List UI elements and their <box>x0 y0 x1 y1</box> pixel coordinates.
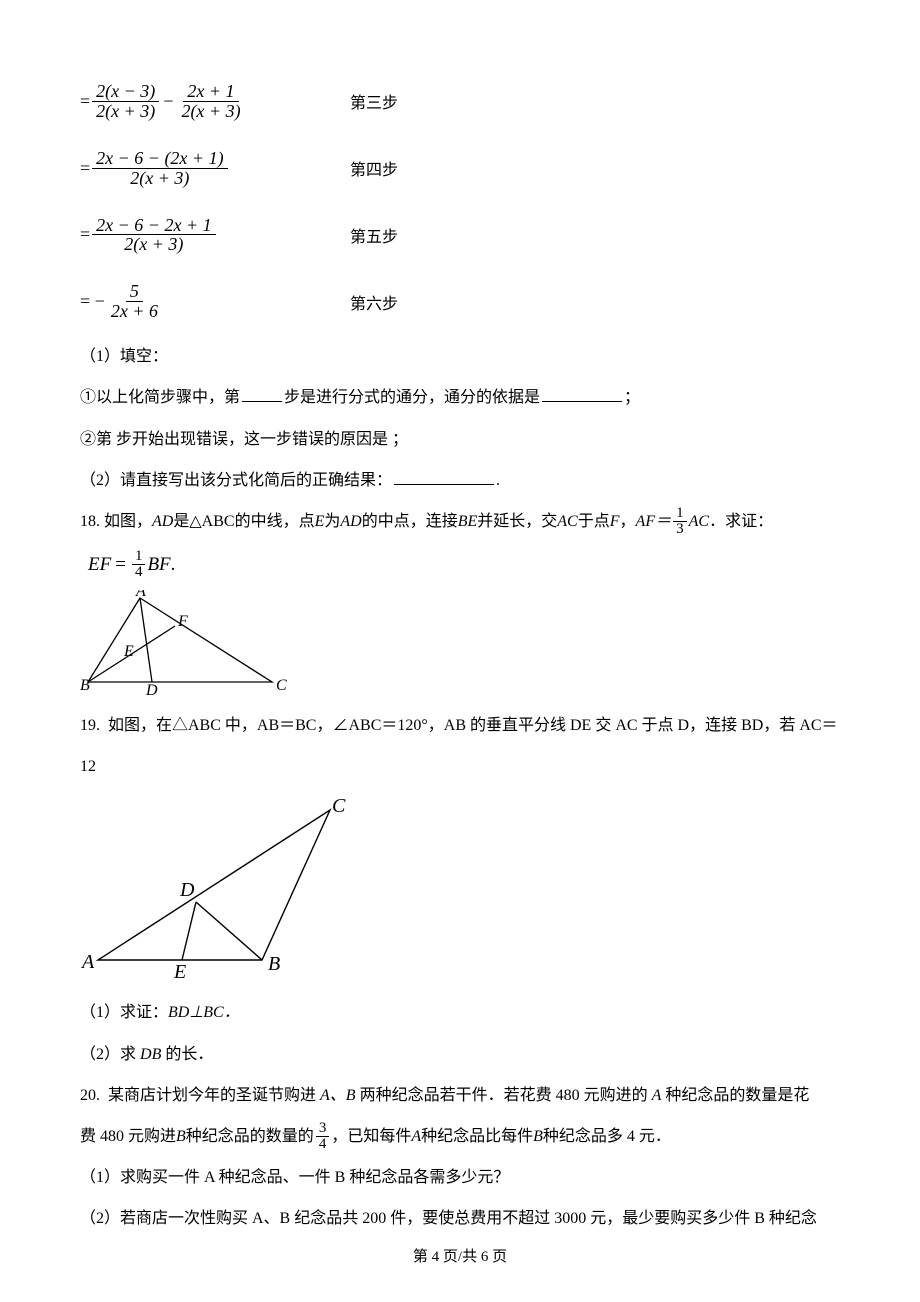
q20-line2: 费 480 元购进 B 种纪念品的数量的 3 4 ，已知每件 A 种纪念品比每件… <box>80 1119 840 1154</box>
frac: 2x + 1 2(x + 3) <box>177 82 244 121</box>
step-row-5: = 2x − 6 − 2x + 1 2(x + 3) 第五步 <box>80 216 840 255</box>
label-B19: B <box>268 953 280 975</box>
triangle-figure-19: A B C D E <box>80 792 360 982</box>
label-E19: E <box>173 961 186 982</box>
frac-1-4: 1 4 <box>132 549 146 580</box>
step3-eq: = 2(x − 3) 2(x + 3) − 2x + 1 2(x + 3) <box>80 82 290 121</box>
q17-item2: ②第 步开始出现错误，这一步错误的原因是 ； <box>80 422 840 457</box>
q20-line1: 20. 某商店计划今年的圣诞节购进 A、B 两种纪念品若干件．若花费 480 元… <box>80 1078 840 1113</box>
page-footer: 第 4 页/共 6 页 <box>0 1245 920 1266</box>
q17-part2: （2）请直接写出该分式化简后的正确结果：. <box>80 463 840 498</box>
label-A: A <box>135 590 146 600</box>
frac-3-4: 3 4 <box>316 1121 330 1152</box>
triangle-abc-19 <box>98 810 330 960</box>
q18-prove: EF = 1 4 BF . <box>88 549 840 580</box>
triangle-figure-18: A B C D E F <box>80 590 290 695</box>
q19-text: 19. 如图，在△ABC 中，AB＝BC，∠ABC＝120°，AB 的垂直平分线… <box>80 708 840 743</box>
q19-figure: A B C D E <box>80 792 840 987</box>
triangle-abc <box>88 598 272 682</box>
page-content: = 2(x − 3) 2(x + 3) − 2x + 1 2(x + 3) 第三… <box>0 0 920 1237</box>
label-A19: A <box>80 951 95 973</box>
label-B: B <box>80 677 90 694</box>
q18-text: 18. 如图， AD 是 △ABC 的中线，点 E 为 AD 的中点，连接 BE… <box>80 504 840 539</box>
step5-label: 第五步 <box>350 223 398 247</box>
frac: 5 2x + 6 <box>107 282 162 321</box>
eq-prefix: = <box>80 91 90 112</box>
label-D19: D <box>179 879 195 901</box>
step6-eq: = − 5 2x + 6 <box>80 282 290 321</box>
step3-label: 第三步 <box>350 89 398 113</box>
q19-val: 12 <box>80 749 840 784</box>
frac: 2x − 6 − (2x + 1) 2(x + 3) <box>92 149 227 188</box>
step5-eq: = 2x − 6 − 2x + 1 2(x + 3) <box>80 216 290 255</box>
blank <box>242 401 282 402</box>
q17-part1: （1）填空： <box>80 339 840 374</box>
line-db <box>196 902 262 960</box>
step4-eq: = 2x − 6 − (2x + 1) 2(x + 3) <box>80 149 290 188</box>
q18-figure: A B C D E F <box>80 590 840 700</box>
step6-label: 第六步 <box>350 290 398 314</box>
label-C19: C <box>332 795 346 817</box>
q17-item1: ①以上化简步骤中，第步是进行分式的通分，通分的依据是； <box>80 380 840 415</box>
q20-part2: （2）若商店一次性购买 A、B 纪念品共 200 件，要使总费用不超过 3000… <box>80 1201 840 1236</box>
line-ad <box>140 598 152 682</box>
blank <box>394 484 494 485</box>
q19-part2: （2）求 DB 的长． <box>80 1037 840 1072</box>
q19-part1: （1）求证：BD⊥BC． <box>80 995 840 1030</box>
frac-1-3: 1 3 <box>673 506 687 537</box>
blank <box>542 401 622 402</box>
frac: 2x − 6 − 2x + 1 2(x + 3) <box>92 216 215 255</box>
frac: 2(x − 3) 2(x + 3) <box>92 82 159 121</box>
label-D: D <box>145 682 158 695</box>
step-row-6: = − 5 2x + 6 第六步 <box>80 282 840 321</box>
step-row-4: = 2x − 6 − (2x + 1) 2(x + 3) 第四步 <box>80 149 840 188</box>
q20-part1: （1）求购买一件 A 种纪念品、一件 B 种纪念品各需多少元？ <box>80 1160 840 1195</box>
minus: − <box>163 91 173 112</box>
label-E: E <box>123 643 134 660</box>
label-C: C <box>276 677 287 694</box>
label-F: F <box>177 613 188 630</box>
step-row-3: = 2(x − 3) 2(x + 3) − 2x + 1 2(x + 3) 第三… <box>80 82 840 121</box>
step4-label: 第四步 <box>350 156 398 180</box>
line-de <box>182 902 196 960</box>
